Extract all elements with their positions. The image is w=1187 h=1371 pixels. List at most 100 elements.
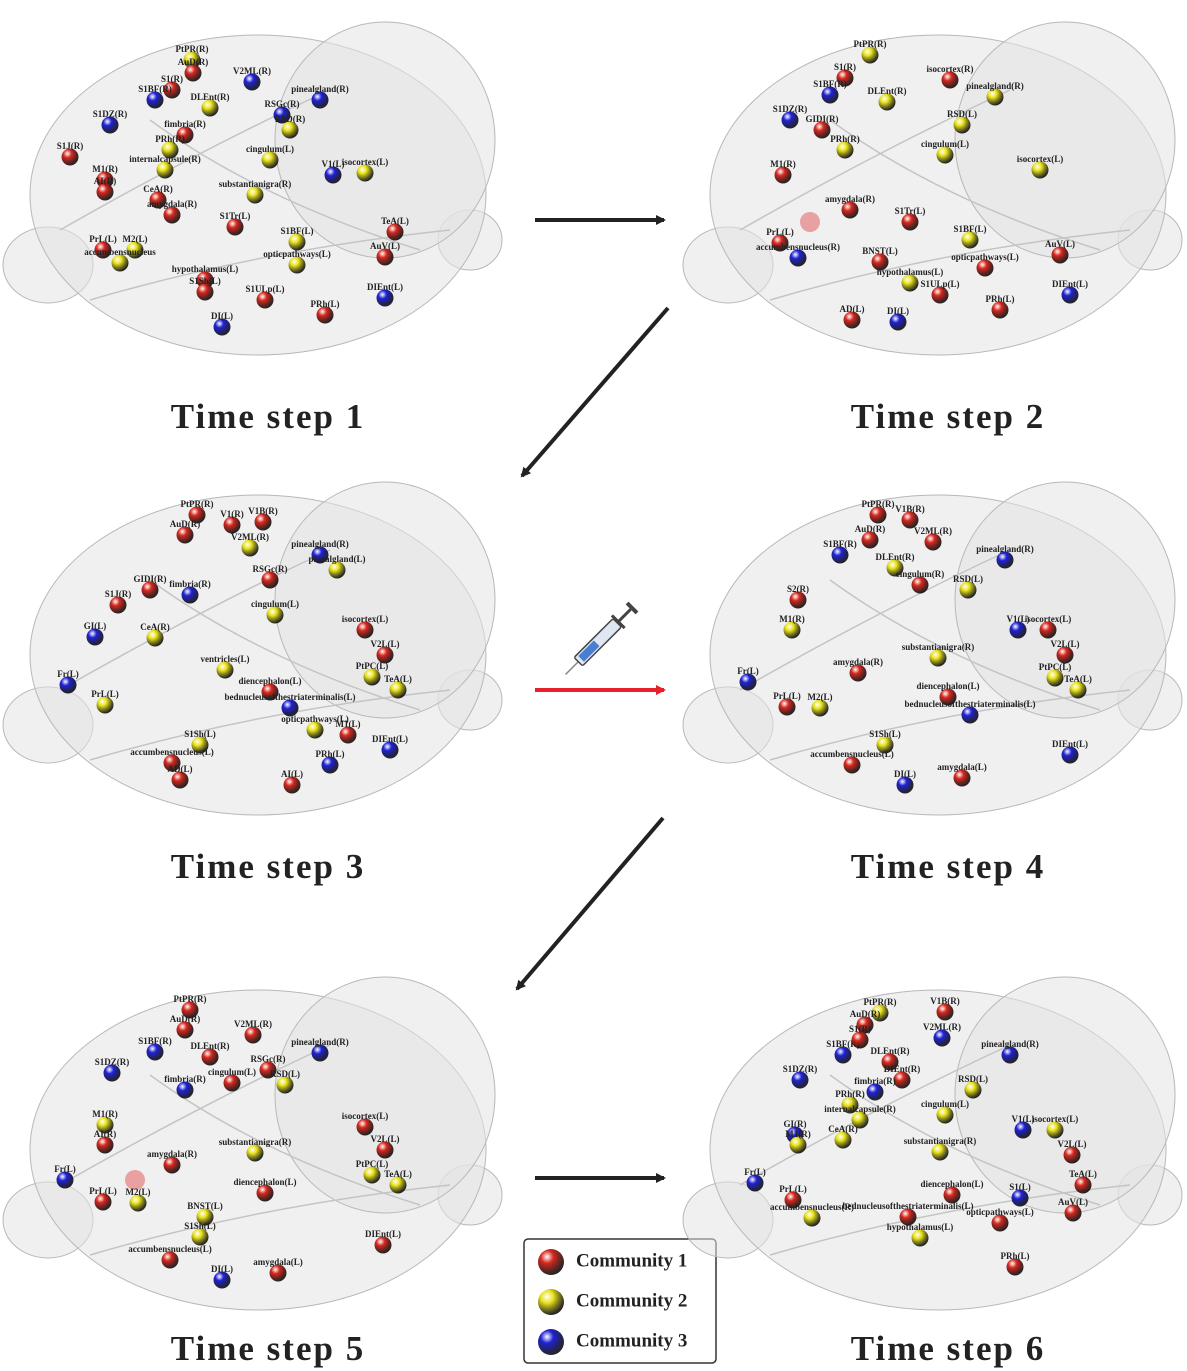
node-label: RSGc(R): [251, 1054, 286, 1064]
node-ball: [375, 1237, 392, 1254]
node-ball: [247, 187, 264, 204]
node-label: pinealgland(R): [976, 544, 1034, 554]
node-ball: [1040, 622, 1057, 639]
node-ball: [142, 582, 159, 599]
node-label: Fr(L): [54, 1164, 76, 1174]
node-label: ventricles(L): [201, 654, 250, 664]
node-label: CeA(R): [828, 1124, 858, 1134]
node-label: PtPC(L): [1039, 662, 1072, 672]
node-label: bednucleusofthestriaterminalis(L): [905, 699, 1036, 709]
node-label: DIEnt(L): [1052, 279, 1088, 289]
node-label: RSD(R): [275, 114, 306, 124]
brain-panel: PtPR(R)isocortex(R)S1(R)S1BF(R)pinealgla…: [683, 22, 1182, 355]
legend-ball: [538, 1329, 564, 1355]
node-label: diencephalon(L): [233, 1177, 296, 1187]
node-label: V2L(L): [1051, 639, 1080, 649]
node-ball: [977, 260, 994, 277]
node-label: DLEnt(R): [870, 1046, 909, 1056]
node-label: AD(L): [840, 304, 865, 314]
node-label: PtPR(R): [174, 994, 207, 1004]
node-label: amygdala(R): [833, 657, 883, 667]
node-label: M2(L): [123, 234, 148, 244]
brain-panel: PtPR(R)AuD(R)S1(R)S1BF(R)V2ML(R)DLEnt(R)…: [3, 22, 502, 355]
node-label: TeA(L): [384, 674, 412, 684]
node-label: V2ML(R): [914, 526, 952, 536]
node-ball: [87, 629, 104, 646]
node-ball: [177, 1082, 194, 1099]
node-ball: [842, 202, 859, 219]
node-ball: [177, 527, 194, 544]
node-ball: [965, 1082, 982, 1099]
node-label: S1Sh(L): [189, 276, 221, 286]
node-label: amygdala(R): [147, 199, 197, 209]
arrow: [522, 308, 668, 476]
node-label: AI(R): [94, 1129, 117, 1139]
node-ball: [790, 250, 807, 267]
node-label: cingulum(L): [246, 144, 294, 154]
node-label: S2(R): [787, 584, 809, 594]
node-label: DLEnt(R): [190, 92, 229, 102]
node-ball: [214, 319, 231, 336]
node-label: accumbensnucleus: [84, 247, 156, 257]
node-label: RSGc(R): [253, 564, 288, 574]
node-ball: [1032, 162, 1049, 179]
node-ball: [185, 65, 202, 82]
legend-label: Community 3: [576, 1330, 687, 1351]
node-label: pinealgland(R): [291, 539, 349, 549]
node-label: RSD(L): [270, 1069, 300, 1079]
node-label: S1Sh(L): [184, 729, 216, 739]
node-label: PrL(L): [779, 1184, 807, 1194]
node-ball: [97, 697, 114, 714]
node-label: accumbensnucleus(L): [128, 1244, 212, 1254]
node-label: opticpathways(L): [263, 249, 331, 259]
node-ball: [870, 507, 887, 524]
node-ball: [312, 1045, 329, 1062]
node-label: amygdala(L): [937, 762, 987, 772]
node-ball: [954, 117, 971, 134]
node-label: pinealgland(L): [308, 554, 365, 564]
node-label: hypothalamus(L): [172, 264, 239, 274]
node-label: cingulum(L): [921, 1099, 969, 1109]
node-ball: [147, 92, 164, 109]
node-label: S1(L): [1009, 1182, 1031, 1192]
node-ball: [740, 674, 757, 691]
node-ball: [937, 1004, 954, 1021]
node-label: opticpathways(L): [951, 252, 1019, 262]
node-label: PrL(L): [91, 689, 119, 699]
node-ball: [1015, 1122, 1032, 1139]
node-ball: [289, 234, 306, 251]
node-ball: [1012, 1190, 1029, 1207]
node-ball: [1010, 622, 1027, 639]
node-ball: [1002, 1047, 1019, 1064]
node-label: S1DZ(R): [783, 1064, 818, 1074]
injection-site: [800, 212, 820, 232]
node-ball: [214, 1272, 231, 1289]
node-ball: [357, 622, 374, 639]
node-label: V2ML(R): [923, 1022, 961, 1032]
node-ball: [95, 1194, 112, 1211]
node-ball: [147, 630, 164, 647]
node-ball: [852, 1032, 869, 1049]
node-label: S1BF(L): [953, 224, 986, 234]
node-ball: [1052, 247, 1069, 264]
node-label: S1J(R): [57, 141, 84, 151]
node-ball: [62, 149, 79, 166]
node-label: AI(R): [94, 176, 117, 186]
node-label: accumbensnucleus(L): [810, 749, 894, 759]
node-ball: [792, 1072, 809, 1089]
node-ball: [270, 1265, 287, 1282]
node-ball: [867, 1084, 884, 1101]
panel-caption: Time step 1: [171, 397, 365, 436]
node-label: BNST(L): [862, 246, 898, 256]
node-label: Fr(L): [737, 666, 759, 676]
node-ball: [162, 1252, 179, 1269]
node-ball: [1065, 1205, 1082, 1222]
node-label: PRh(L): [986, 294, 1015, 304]
node-label: cingulum(L): [921, 139, 969, 149]
node-ball: [387, 224, 404, 241]
node-label: S1Sh(L): [184, 1221, 216, 1231]
node-label: GIDI(R): [806, 114, 839, 124]
node-ball: [257, 1185, 274, 1202]
node-ball: [835, 1132, 852, 1149]
node-ball: [879, 94, 896, 111]
